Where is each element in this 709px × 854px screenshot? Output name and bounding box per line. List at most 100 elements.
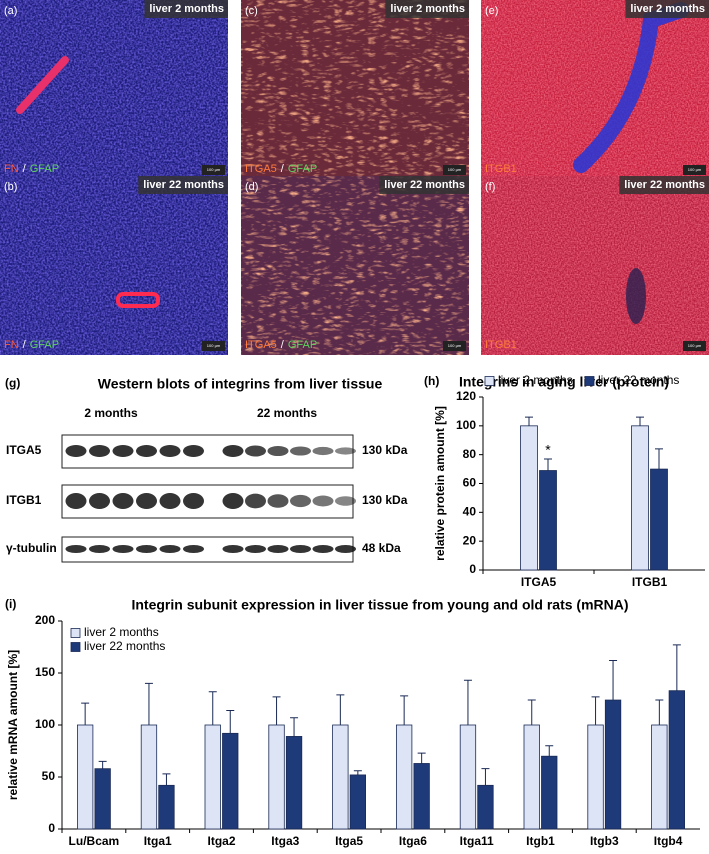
error-bar [162, 773, 171, 786]
panel-tag: liver 22 months [143, 179, 224, 191]
bar [459, 724, 477, 830]
bar [668, 690, 685, 830]
error-bar [81, 702, 90, 725]
y-tick-label: 60 [463, 476, 477, 490]
bar [541, 755, 558, 830]
panel-tag: liver 22 months [624, 179, 705, 191]
blot-band [183, 445, 204, 457]
legend-label: liver 2 months [84, 625, 159, 639]
panel-tag: liver 2 months [390, 3, 465, 15]
stain-label: / [23, 163, 27, 175]
panel-tag-bg [138, 176, 228, 194]
blot-band [335, 545, 356, 553]
blot-band [267, 445, 289, 457]
bar [158, 784, 175, 830]
panel-letter: (a) [4, 5, 17, 17]
chart-title: Integrins in aging liver (protein) [459, 374, 669, 390]
bar [222, 732, 239, 830]
y-tick-label: 40 [463, 505, 477, 519]
blot-band [136, 493, 157, 509]
y-tick-label: 100 [456, 418, 476, 432]
error-bar [636, 416, 644, 426]
panel-tag-bg [144, 0, 228, 18]
legend-swatch [70, 628, 81, 638]
y-tick-label: 50 [42, 769, 56, 783]
blot-band [112, 545, 134, 553]
row-label: ITGB1 [6, 493, 42, 507]
stain-label: ITGA5 [245, 339, 277, 351]
error-bar [609, 660, 618, 701]
blot-band [267, 494, 289, 508]
stain-label: FN [4, 339, 19, 351]
stain-label: ITGB1 [485, 339, 517, 351]
bar [523, 724, 540, 830]
blot-band [290, 446, 311, 456]
bar [140, 724, 158, 830]
scale-bar-label: 100 µm [688, 343, 702, 348]
x-tick-label: Lu/Bcam [69, 834, 120, 848]
x-tick-label: Itga1 [144, 834, 172, 848]
error-bar [545, 745, 554, 757]
bar [268, 724, 285, 830]
legend-swatch [584, 376, 595, 386]
stain-label: GFAP [288, 339, 317, 351]
error-bar [655, 699, 664, 725]
blot-band [222, 493, 244, 509]
x-tick-label: Itga3 [271, 834, 299, 848]
blot-band [222, 445, 244, 457]
row-label: ITGA5 [6, 443, 42, 457]
blot-band [159, 545, 181, 553]
bar [413, 763, 430, 830]
bar [631, 425, 649, 571]
stain-label: GFAP [288, 163, 317, 175]
blot-band [65, 445, 87, 457]
error-bar [208, 691, 217, 725]
stain-label: GFAP [30, 163, 59, 175]
error-bar [290, 717, 299, 737]
bar [587, 724, 604, 830]
stain-label: / [281, 339, 285, 351]
size-label: 130 kDa [362, 493, 408, 507]
x-tick-label: Itgb3 [590, 834, 619, 848]
blot-band [312, 446, 334, 456]
stain-label: / [23, 339, 27, 351]
bar [94, 768, 111, 830]
blot-band [335, 496, 356, 506]
panel-tag: liver 22 months [384, 179, 465, 191]
stain-label: ITGA5 [245, 163, 277, 175]
scale-bar-bg [683, 165, 706, 175]
blot-band [112, 445, 134, 457]
size-label: 48 kDa [362, 541, 401, 555]
blot-band [136, 445, 157, 457]
micrograph-texture [241, 176, 469, 355]
vessel [116, 292, 160, 308]
panel-letter: (f) [485, 181, 495, 193]
scale-bar-label: 100 µm [207, 167, 221, 172]
micrograph-texture [481, 176, 709, 355]
blot-band [89, 493, 110, 509]
bar [332, 724, 349, 830]
error-bar [417, 752, 426, 764]
blot-title: Western blots of integrins from liver ti… [98, 376, 383, 392]
legend-swatch [484, 376, 495, 386]
blot-band [183, 493, 204, 509]
scale-bar-label: 100 µm [688, 167, 702, 172]
error-bar [272, 696, 281, 725]
panel-letter: (h) [424, 374, 439, 388]
panel-tag-bg [385, 0, 469, 18]
blot-band [335, 447, 356, 455]
vessel [16, 56, 69, 114]
y-tick-label: 100 [35, 717, 55, 731]
blot-band [245, 445, 266, 457]
y-tick-label: 120 [456, 389, 476, 403]
x-tick-label: Itgb1 [526, 834, 555, 848]
error-bar [226, 709, 235, 734]
error-bar [591, 696, 600, 725]
y-tick-label: 0 [48, 821, 55, 835]
panel-tag-bg [625, 0, 709, 18]
bar [477, 784, 494, 830]
error-bar [544, 458, 552, 471]
stain-label: GFAP [30, 339, 59, 351]
chart-title: Integrin subunit expression in liver tis… [131, 597, 628, 613]
bar [520, 425, 538, 571]
